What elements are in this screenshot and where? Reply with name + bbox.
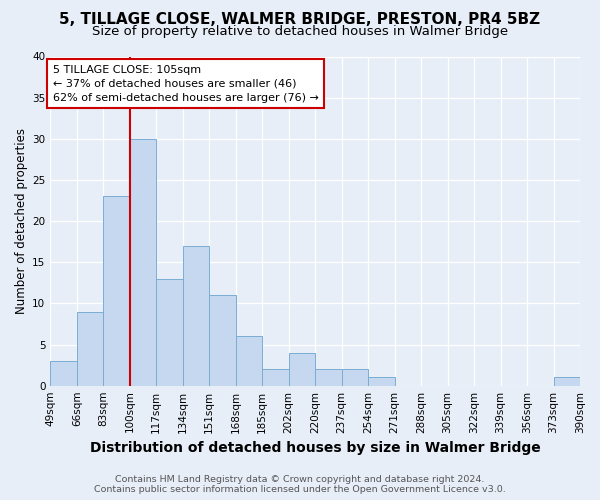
Bar bbox=[130, 139, 156, 386]
Bar bbox=[183, 246, 209, 386]
Y-axis label: Number of detached properties: Number of detached properties bbox=[15, 128, 28, 314]
Text: Size of property relative to detached houses in Walmer Bridge: Size of property relative to detached ho… bbox=[92, 25, 508, 38]
Bar bbox=[236, 336, 262, 386]
Bar bbox=[289, 353, 315, 386]
Bar bbox=[156, 278, 183, 386]
Bar bbox=[103, 196, 130, 386]
Bar bbox=[262, 369, 289, 386]
Bar bbox=[315, 369, 341, 386]
Text: 5 TILLAGE CLOSE: 105sqm
← 37% of detached houses are smaller (46)
62% of semi-de: 5 TILLAGE CLOSE: 105sqm ← 37% of detache… bbox=[53, 64, 319, 102]
Bar bbox=[554, 378, 580, 386]
Bar bbox=[368, 378, 395, 386]
Bar bbox=[50, 361, 77, 386]
Bar bbox=[77, 312, 103, 386]
X-axis label: Distribution of detached houses by size in Walmer Bridge: Distribution of detached houses by size … bbox=[90, 441, 541, 455]
Bar bbox=[209, 295, 236, 386]
Text: 5, TILLAGE CLOSE, WALMER BRIDGE, PRESTON, PR4 5BZ: 5, TILLAGE CLOSE, WALMER BRIDGE, PRESTON… bbox=[59, 12, 541, 28]
Text: Contains HM Land Registry data © Crown copyright and database right 2024.
Contai: Contains HM Land Registry data © Crown c… bbox=[94, 474, 506, 494]
Bar bbox=[341, 369, 368, 386]
